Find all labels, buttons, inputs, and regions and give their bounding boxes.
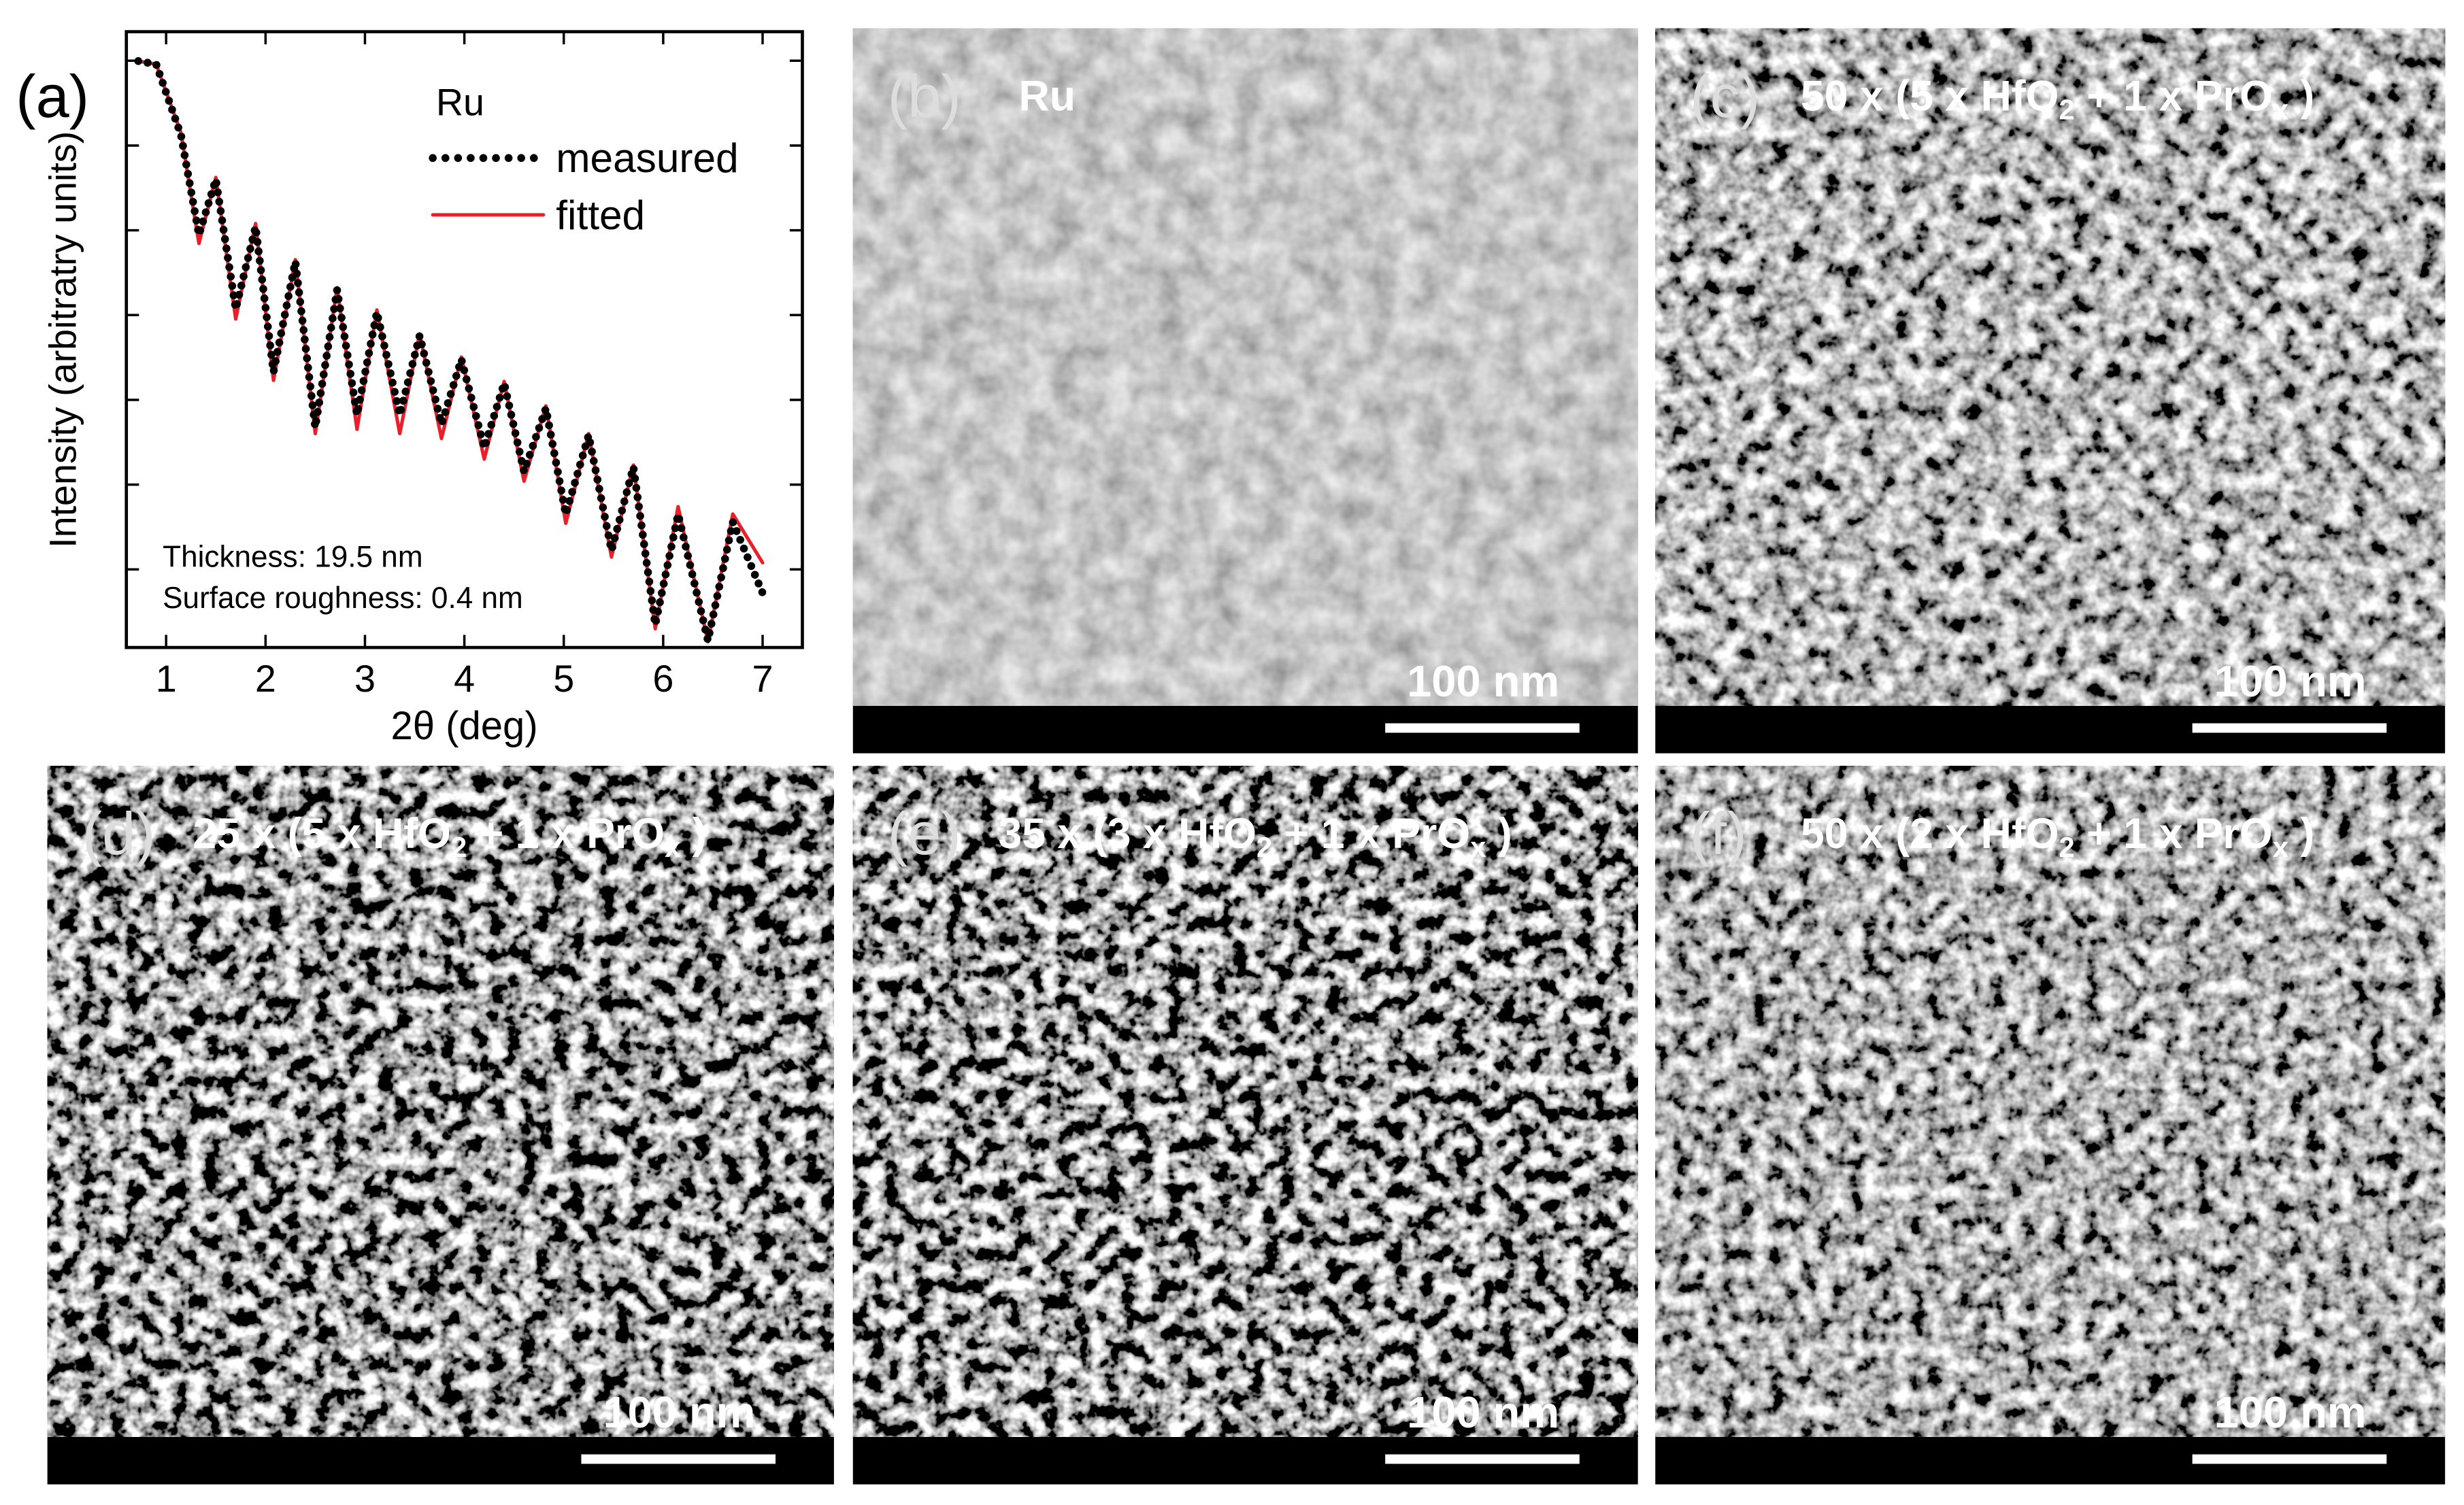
scale-bar (2192, 723, 2387, 733)
x-tick-label: 1 (156, 658, 177, 700)
sem-panel: (d) 25 x (5 x HfO2 + 1 x PrOx ) 100 nm (47, 766, 834, 1485)
y-axis-label: Intensity (arbitratry units) (41, 131, 84, 548)
legend-label: fitted (556, 192, 645, 238)
subscript: 2 (2059, 93, 2075, 125)
sem-panel: (c) 50 x (5 x HfO2 + 1 x PrOx ) 100 nm (1655, 28, 2446, 754)
title-text: + 1 x PrO (2075, 73, 2273, 120)
sem-image (852, 766, 1638, 1437)
data-line (134, 57, 767, 645)
x-tick-label: 6 (652, 658, 673, 700)
annotation: Surface roughness: 0.4 nm (163, 581, 523, 615)
subscript: x (1470, 831, 1486, 863)
panel-title: 35 x (3 x HfO2 + 1 x PrOx ) (998, 810, 1512, 863)
panel-title: 50 x (5 x HfO2 + 1 x PrOx ) (1801, 73, 2314, 126)
subscript: x (665, 831, 680, 863)
panel-title: 50 x (2 x HfO2 + 1 x PrOx ) (1801, 810, 2314, 863)
scale-bar-label: 100 nm (1407, 1387, 1559, 1437)
sem-image (1655, 28, 2446, 707)
panel-label: (e) (888, 800, 961, 867)
panel-label: (d) (82, 800, 156, 867)
title-text: 50 x (2 x HfO (1801, 810, 2059, 858)
panel-title: Ru (1019, 73, 1076, 120)
subscript: x (2273, 831, 2288, 863)
panel-label: (b) (888, 63, 961, 130)
x-tick-label: 4 (454, 658, 475, 700)
scale-bar (1385, 1454, 1580, 1464)
title-text: Ru (1019, 73, 1076, 120)
subscript: 2 (1256, 831, 1272, 863)
sem-image (852, 28, 1638, 707)
title-text: 35 x (3 x HfO (998, 810, 1256, 858)
sem-image (1655, 766, 2446, 1437)
scale-bar-label: 100 nm (2214, 656, 2367, 706)
scale-bar (2192, 1454, 2387, 1464)
title-text: 50 x (5 x HfO (1801, 73, 2059, 120)
panel-label: (f) (1690, 800, 1746, 867)
panel-title: 25 x (5 x HfO2 + 1 x PrOx ) (193, 810, 706, 863)
sem-panel: (e) 35 x (3 x HfO2 + 1 x PrOx ) 100 nm (852, 766, 1638, 1485)
title-text: ) (680, 810, 706, 858)
panel-label: (c) (1690, 63, 1760, 130)
sem-image (47, 766, 834, 1437)
legend-label: measured (556, 135, 738, 181)
title-text: ) (1486, 810, 1512, 858)
title-text: ) (2288, 810, 2314, 858)
x-tick-label: 5 (553, 658, 574, 700)
legend-title: Ru (436, 82, 484, 124)
sem-panel: (b) Ru 100 nm (852, 28, 1638, 754)
subscript: x (2273, 93, 2288, 125)
scale-bar (1385, 723, 1580, 733)
x-tick-label: 2 (255, 658, 276, 700)
title-text: + 1 x PrO (1272, 810, 1470, 858)
panel-label: (a) (16, 63, 89, 130)
subscript: 2 (451, 831, 467, 863)
title-text: + 1 x PrO (467, 810, 665, 858)
title-text: ) (2288, 73, 2314, 120)
sem-panel: (f) 50 x (2 x HfO2 + 1 x PrOx ) 100 nm (1655, 766, 2446, 1485)
x-axis-label: 2θ (deg) (391, 704, 538, 748)
scale-bar-label: 100 nm (2214, 1387, 2367, 1437)
scale-bar-label: 100 nm (603, 1387, 755, 1437)
title-text: 25 x (5 x HfO (193, 810, 451, 858)
x-tick-label: 7 (752, 658, 773, 700)
annotation: Thickness: 19.5 nm (163, 541, 422, 574)
scale-bar-label: 100 nm (1407, 656, 1559, 706)
scale-bar (581, 1454, 776, 1464)
title-text: + 1 x PrO (2075, 810, 2273, 858)
x-tick-label: 3 (354, 658, 376, 700)
subscript: 2 (2059, 831, 2075, 863)
